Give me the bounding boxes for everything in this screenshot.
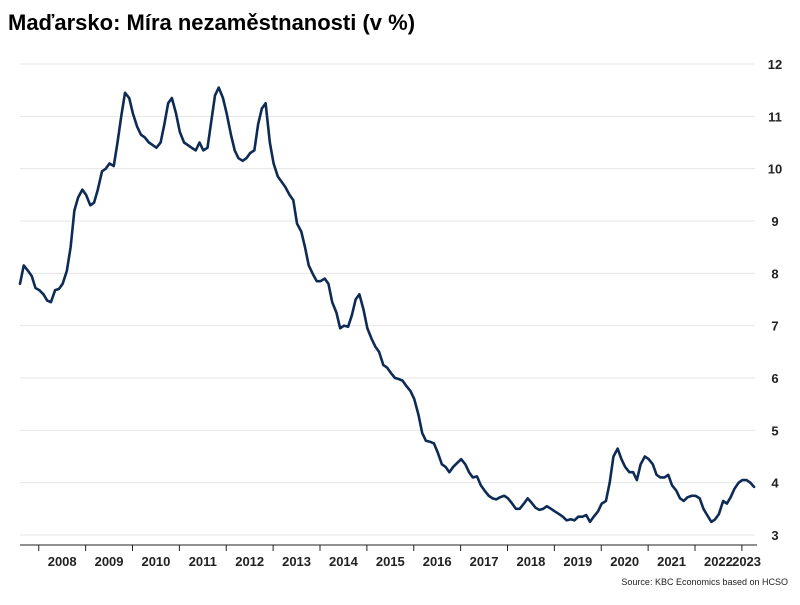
y-tick-label: 5 (771, 423, 778, 438)
chart-title: Maďarsko: Míra nezaměstnanosti (v %) (8, 10, 416, 35)
x-tick-label: 2020 (610, 554, 639, 569)
x-tick-label: 2012 (235, 554, 264, 569)
x-tick-label: 2015 (376, 554, 405, 569)
x-tick-label: 2016 (423, 554, 452, 569)
x-tick-label: 2014 (329, 554, 359, 569)
y-tick-label: 6 (771, 371, 778, 386)
gridlines (20, 63, 755, 536)
x-tick-label: 2008 (48, 554, 77, 569)
x-tick-label: 2023 (732, 554, 761, 569)
series-line (18, 86, 756, 524)
y-tick-label: 10 (768, 162, 782, 177)
x-tick-label: 2022 (704, 554, 733, 569)
x-tick-label: 2018 (516, 554, 545, 569)
x-tick-label: 2019 (563, 554, 592, 569)
x-tick-label: 2011 (189, 554, 217, 569)
y-tick-label: 7 (771, 319, 778, 334)
series-layer (18, 86, 756, 524)
y-tick-label: 11 (768, 109, 782, 124)
y-tick-label: 8 (771, 266, 778, 281)
x-tick-label: 2013 (282, 554, 311, 569)
x-axis-labels: 2008 2009 2010 2011 2012 2013 2014 2015 2016 2017… (48, 554, 761, 569)
y-axis-labels: 3 4 5 6 7 8 9 10 11 12 (768, 57, 782, 543)
x-tick-label: 2009 (95, 554, 124, 569)
x-tick-label: 2021 (657, 554, 686, 569)
y-tick-label: 3 (771, 528, 778, 543)
x-tick-label: 2010 (141, 554, 170, 569)
y-tick-label: 4 (771, 476, 779, 491)
x-tick-label: 2017 (470, 554, 499, 569)
x-axis (20, 544, 757, 551)
y-tick-label: 12 (768, 57, 782, 72)
y-tick-label: 9 (771, 214, 778, 229)
source-note: Source: KBC Economics based on HCSO (621, 577, 788, 587)
